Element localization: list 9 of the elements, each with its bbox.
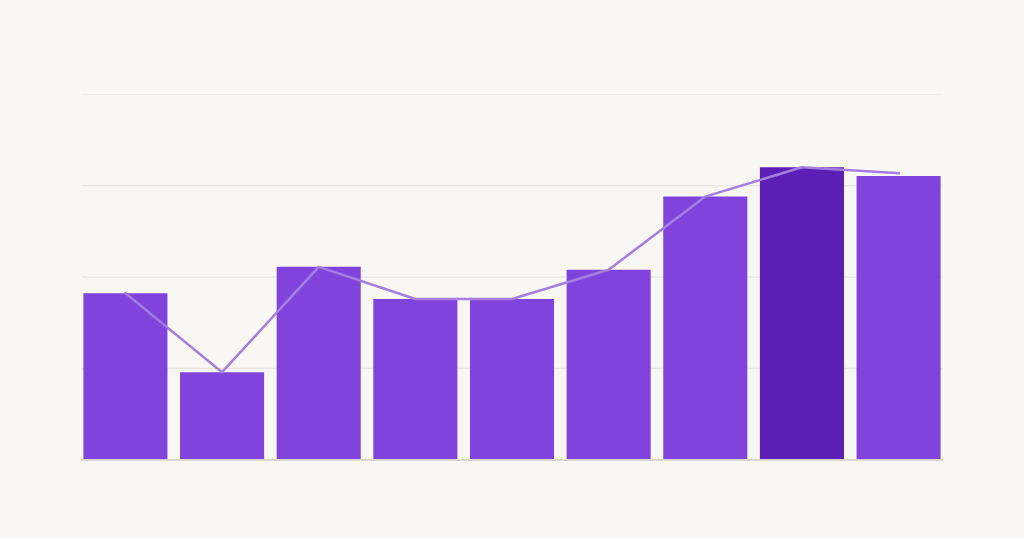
bar	[759, 167, 844, 460]
bar	[469, 299, 555, 460]
bar	[276, 266, 361, 460]
bar	[180, 372, 265, 460]
bar	[663, 196, 748, 460]
bar	[83, 293, 168, 460]
bar	[566, 269, 651, 460]
bar	[373, 299, 458, 460]
bar	[856, 176, 941, 460]
